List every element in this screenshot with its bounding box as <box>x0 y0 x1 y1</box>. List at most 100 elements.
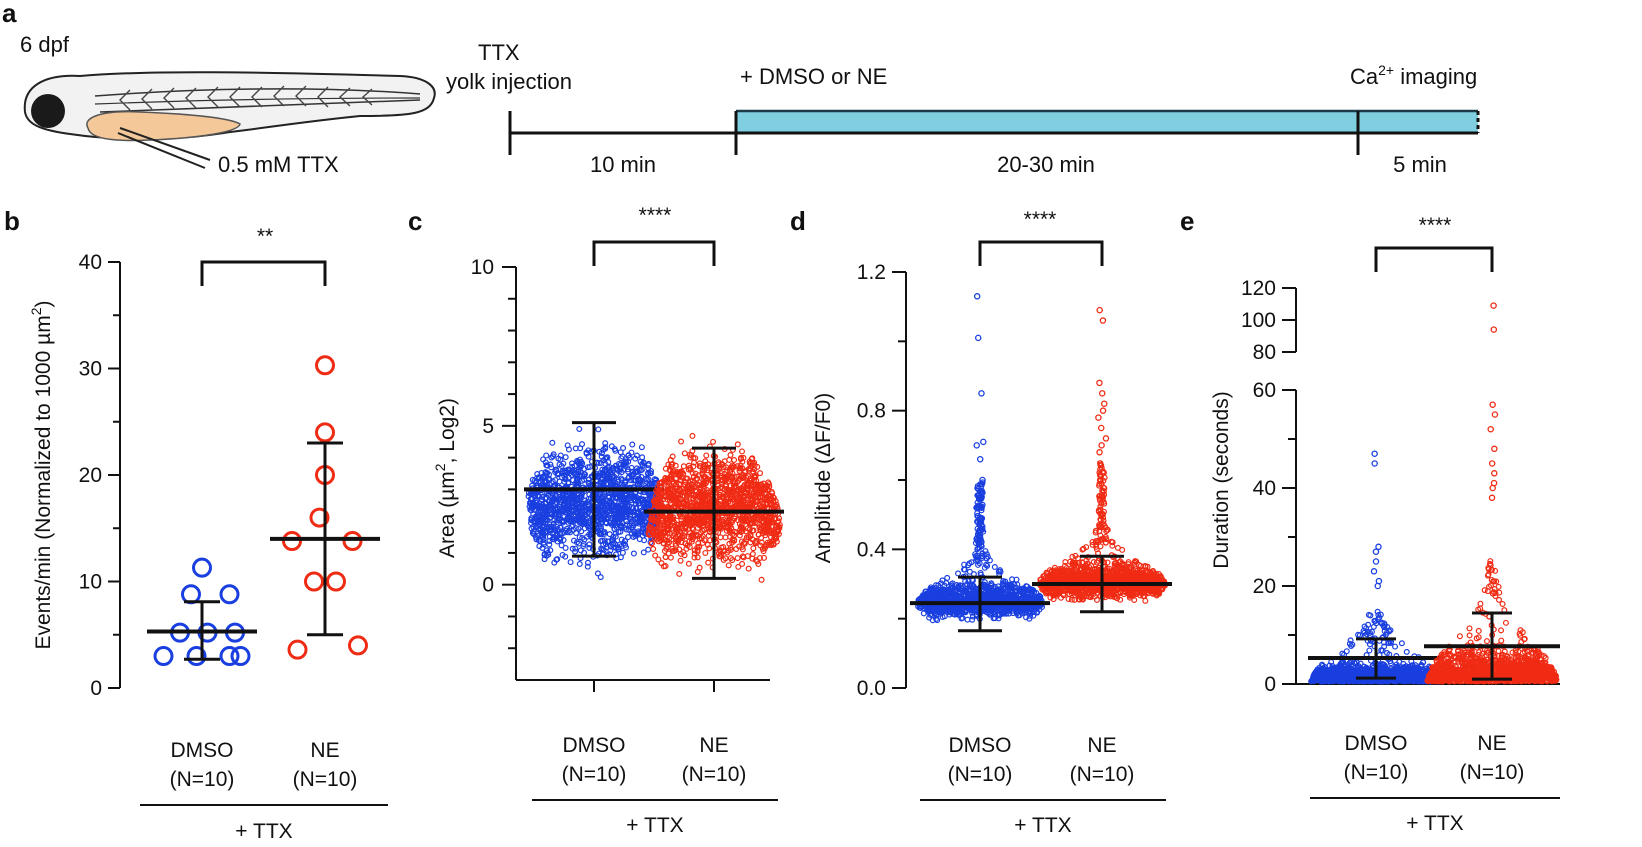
panel-c-point <box>734 441 741 448</box>
panel-b-point-dmso <box>230 646 251 667</box>
panel-c-point <box>636 536 643 543</box>
timeline-step1-line1: TTX <box>478 40 520 65</box>
panel-c-point <box>685 560 692 567</box>
larva-illustration <box>23 71 436 169</box>
panel-c-point <box>731 456 738 463</box>
panel-c-point <box>530 531 537 538</box>
panel-c-point <box>681 450 688 457</box>
panel-b-point-dmso <box>192 557 212 578</box>
panel-c-point <box>642 475 649 482</box>
panel-c-point <box>584 559 591 566</box>
timeline: TTX yolk injection + DMSO or NE Ca2+ ima… <box>446 40 1480 177</box>
panel-d-outlier <box>974 334 982 342</box>
panel-d-swarm-dmso <box>915 293 1046 624</box>
panel-c-category-dmso: DMSO <box>563 734 626 757</box>
panel-c-point <box>558 462 565 469</box>
treatment-bar <box>736 111 1478 133</box>
panel-c-point <box>694 568 701 575</box>
panel-c-point <box>705 559 712 566</box>
panel-c-point <box>680 463 687 470</box>
panel-c-marks <box>524 240 784 583</box>
panel-c-point <box>610 539 617 546</box>
panel-b-point-ne <box>342 531 363 552</box>
panel-c-point <box>650 546 657 553</box>
panel-c-point <box>532 494 539 501</box>
panel-b-point-dmso <box>219 646 240 667</box>
panel-b-point-dmso <box>186 646 207 667</box>
panel-c-point <box>628 464 635 471</box>
panel-c-point <box>562 544 569 551</box>
panel-d-axis: 0.00.40.81.2 <box>857 261 907 700</box>
panel-c-point <box>562 454 569 461</box>
panel-c-point <box>618 536 625 543</box>
panel-c-point <box>576 561 583 568</box>
panel-d-outlier <box>976 455 984 463</box>
panel-c-point <box>535 508 542 515</box>
panel-c-point <box>607 547 614 554</box>
panel-c-point <box>727 452 734 459</box>
panel-c-point <box>564 442 571 449</box>
panel-d-outlier <box>973 293 981 300</box>
panel-b-category-ne: NE <box>310 739 339 762</box>
panel-c-point <box>562 475 569 482</box>
injection-label: 0.5 mM TTX <box>218 152 339 177</box>
panel-c-point <box>617 466 624 473</box>
panel-c-point <box>619 549 626 556</box>
panel-b-point-ne <box>287 639 308 660</box>
panel-c-point <box>571 470 578 477</box>
timeline-step1-line2: yolk injection <box>446 69 572 94</box>
panel-b-point-ne <box>282 531 302 552</box>
panel-c-point <box>750 545 757 552</box>
panel-b-condition: + TTX <box>235 820 292 843</box>
panel-c-point <box>612 447 619 454</box>
panel-c-point <box>572 545 579 552</box>
panel-c-n-dmso: (N=10) <box>562 763 627 786</box>
panel-c-point <box>632 455 639 462</box>
panel-c-point <box>633 452 640 459</box>
panel-c-point <box>630 550 637 557</box>
panel-d-letter: d <box>790 206 806 236</box>
panel-c-point <box>638 444 645 451</box>
panel-c-point <box>586 541 593 548</box>
eye <box>31 94 65 128</box>
timeline-step2: + DMSO or NE <box>740 64 887 89</box>
panel-c-point <box>640 549 647 556</box>
panel-c-point <box>622 537 629 544</box>
panel-c-point <box>606 531 613 538</box>
panel-b-point-ne <box>326 571 346 592</box>
panel-c-ticklabel: 5 <box>482 415 494 438</box>
panel-c-point <box>543 452 550 459</box>
panel-c-category-ne: NE <box>699 734 728 757</box>
panel-b-ticklabel: 40 <box>79 251 102 274</box>
panel-c-point <box>745 565 752 572</box>
panel-c-point <box>586 544 593 551</box>
panel-b-ylabel: Events/min (Normalized to 1000 µm2) <box>28 300 55 649</box>
panel-a: a 6 dpf 0.5 mM TTX TTX yolk injection + … <box>2 0 1480 177</box>
stage-label: 6 dpf <box>20 32 70 57</box>
panel-b-point-ne <box>315 355 335 376</box>
panel-c-point <box>594 570 601 577</box>
timeline-dur3: 5 min <box>1393 152 1447 177</box>
panel-c-point <box>540 509 547 516</box>
panel-c-point <box>602 440 609 447</box>
panel-c-n-ne: (N=10) <box>682 763 747 786</box>
panel-c-point <box>576 534 583 541</box>
panel-a-letter: a <box>2 0 17 28</box>
panel-c-point <box>586 463 593 470</box>
panel-c-point <box>582 511 589 518</box>
panel-c-ticklabel: 10 <box>471 256 494 279</box>
panel-c-point <box>639 454 646 461</box>
panel-c-point <box>677 557 684 564</box>
panel-b-significance-bracket <box>200 260 327 286</box>
panel-b-category-dmso: DMSO <box>171 739 234 762</box>
panel-c-point <box>567 559 574 566</box>
panel-b-n-ne: (N=10) <box>293 768 358 791</box>
panel-c-point <box>562 553 569 560</box>
panel-c-point <box>569 460 576 467</box>
panel-c-point <box>581 509 588 516</box>
panel-d: d 0.00.40.81.2 **** Amplitude (ΔF/F0) DM… <box>790 206 1172 837</box>
panel-d-outlier <box>980 438 987 446</box>
